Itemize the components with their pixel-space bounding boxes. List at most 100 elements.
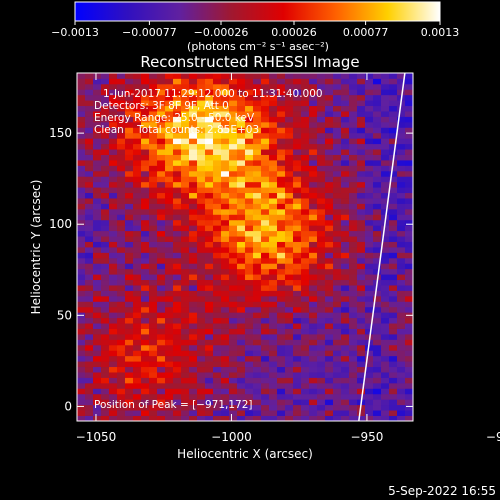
heatmap-cell — [341, 344, 350, 351]
heatmap-cell — [141, 165, 150, 172]
heatmap-cell — [333, 393, 342, 400]
heatmap-cell — [205, 116, 214, 123]
heatmap-cell — [245, 361, 254, 368]
heatmap-cell — [349, 339, 358, 346]
heatmap-cell — [141, 295, 150, 302]
heatmap-cell — [173, 78, 182, 85]
heatmap-cell — [365, 73, 374, 79]
heatmap-cell — [365, 89, 374, 96]
heatmap-cell — [85, 339, 94, 346]
heatmap-cell — [317, 176, 326, 183]
heatmap-cell — [269, 154, 278, 161]
heatmap-cell — [261, 393, 270, 400]
heatmap-cell — [117, 176, 126, 183]
heatmap-cell — [109, 83, 118, 90]
heatmap-cell — [93, 149, 102, 155]
heatmap-cell — [77, 192, 86, 199]
heatmap-cell — [381, 247, 390, 253]
heatmap-cell — [277, 78, 286, 85]
heatmap-cell — [133, 382, 142, 389]
heatmap-cell — [397, 263, 406, 270]
heatmap-cell — [253, 295, 262, 302]
heatmap-cell — [85, 219, 94, 226]
heatmap-cell — [125, 121, 134, 128]
heatmap-cell — [349, 225, 358, 232]
heatmap-cell — [149, 355, 158, 362]
heatmap-cell — [333, 241, 342, 248]
heatmap-cell — [205, 295, 214, 302]
heatmap-cell — [245, 100, 254, 107]
heatmap-cell — [229, 203, 238, 210]
heatmap-cell — [277, 328, 286, 335]
heatmap-cell — [293, 89, 302, 96]
heatmap-cell — [365, 415, 374, 421]
heatmap-cell — [301, 170, 310, 177]
heatmap-cell — [77, 355, 86, 362]
heatmap-cell — [125, 143, 134, 150]
heatmap-cell — [213, 388, 222, 395]
heatmap-cell — [205, 219, 214, 226]
heatmap-cell — [205, 225, 214, 232]
heatmap-cell — [221, 208, 230, 215]
heatmap-cell — [93, 388, 102, 395]
heatmap-cell — [101, 143, 110, 150]
heatmap-cell — [149, 154, 158, 161]
heatmap-cell — [317, 295, 326, 302]
heatmap-cell — [333, 295, 342, 302]
heatmap-cell — [213, 105, 222, 112]
heatmap-cell — [373, 301, 382, 308]
heatmap-cell — [277, 160, 286, 166]
heatmap-cell — [293, 285, 302, 291]
heatmap-cell — [197, 181, 206, 188]
heatmap-cell — [317, 361, 326, 368]
heatmap-cell — [85, 295, 94, 302]
heatmap-cell — [317, 382, 326, 389]
heatmap-cell — [181, 219, 190, 226]
heatmap-cell — [405, 263, 413, 270]
heatmap-cell — [125, 89, 134, 96]
heatmap-cell — [277, 372, 286, 378]
heatmap-cell — [317, 366, 326, 373]
heatmap-cell — [85, 187, 94, 194]
heatmap-cell — [285, 372, 294, 378]
heatmap-cell — [221, 399, 230, 406]
heatmap-cell — [85, 198, 94, 204]
heatmap-cell — [301, 388, 310, 395]
heatmap-cell — [405, 111, 413, 117]
heatmap-cell — [125, 241, 134, 248]
heatmap-cell — [125, 301, 134, 308]
heatmap-cell — [373, 198, 382, 204]
heatmap-cell — [189, 225, 198, 232]
heatmap-cell — [381, 127, 390, 134]
heatmap-cell — [261, 203, 270, 210]
heatmap-cell — [133, 279, 142, 286]
heatmap-cell — [373, 410, 382, 416]
heatmap-cell — [333, 274, 342, 281]
heatmap-cell — [101, 257, 110, 264]
heatmap-cell — [85, 252, 94, 259]
heatmap-cell — [181, 382, 190, 389]
heatmap-cell — [269, 219, 278, 226]
heatmap-cell — [125, 100, 134, 107]
heatmap-cell — [101, 208, 110, 215]
heatmap-cell — [213, 306, 222, 313]
heatmap-cell — [261, 138, 270, 145]
heatmap-cell — [125, 290, 134, 297]
heatmap-cell — [325, 295, 334, 302]
heatmap-cell — [189, 230, 198, 237]
heatmap-cell — [197, 295, 206, 302]
heatmap-cell — [365, 192, 374, 199]
heatmap-cell — [333, 165, 342, 172]
heatmap-cell — [405, 388, 413, 395]
heatmap-cell — [141, 208, 150, 215]
heatmap-cell — [221, 323, 230, 329]
heatmap-cell — [325, 344, 334, 351]
heatmap-cell — [277, 312, 286, 319]
heatmap-cell — [317, 279, 326, 286]
heatmap-cell — [85, 132, 94, 139]
heatmap-cell — [93, 317, 102, 324]
heatmap-cell — [117, 203, 126, 210]
heatmap-cell — [149, 160, 158, 166]
heatmap-cell — [357, 192, 366, 199]
